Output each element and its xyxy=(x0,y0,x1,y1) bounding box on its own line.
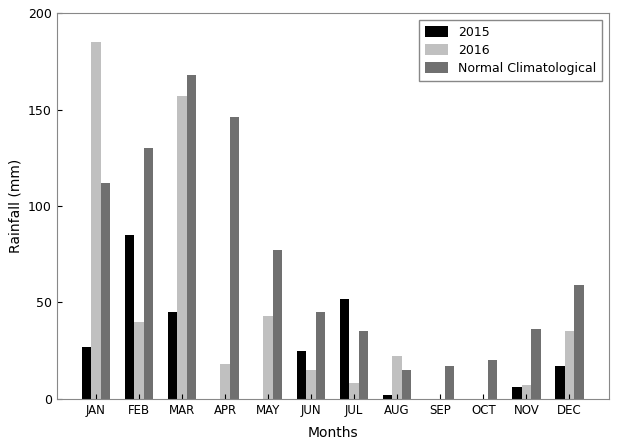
Bar xyxy=(187,75,196,399)
Bar xyxy=(101,183,110,399)
Bar xyxy=(177,96,187,399)
Bar xyxy=(402,370,412,399)
Bar xyxy=(565,332,574,399)
Bar xyxy=(521,385,531,399)
Bar xyxy=(316,312,325,399)
X-axis label: Months: Months xyxy=(307,426,358,439)
Bar xyxy=(135,322,144,399)
Bar xyxy=(144,148,153,399)
Bar xyxy=(230,117,239,399)
Y-axis label: Rainfall (mm): Rainfall (mm) xyxy=(9,159,22,253)
Bar xyxy=(91,42,101,399)
Bar xyxy=(392,356,402,399)
Bar xyxy=(359,332,368,399)
Bar xyxy=(273,250,283,399)
Bar xyxy=(512,387,521,399)
Bar xyxy=(574,285,584,399)
Bar xyxy=(125,235,135,399)
Bar xyxy=(220,364,230,399)
Bar xyxy=(340,298,349,399)
Bar xyxy=(349,383,359,399)
Bar xyxy=(555,366,565,399)
Legend: 2015, 2016, Normal Climatological: 2015, 2016, Normal Climatological xyxy=(419,20,602,81)
Bar xyxy=(263,316,273,399)
Bar xyxy=(297,351,307,399)
Bar xyxy=(383,395,392,399)
Bar xyxy=(168,312,177,399)
Bar xyxy=(81,347,91,399)
Bar xyxy=(445,366,455,399)
Bar xyxy=(307,370,316,399)
Bar xyxy=(488,360,497,399)
Bar xyxy=(531,329,540,399)
